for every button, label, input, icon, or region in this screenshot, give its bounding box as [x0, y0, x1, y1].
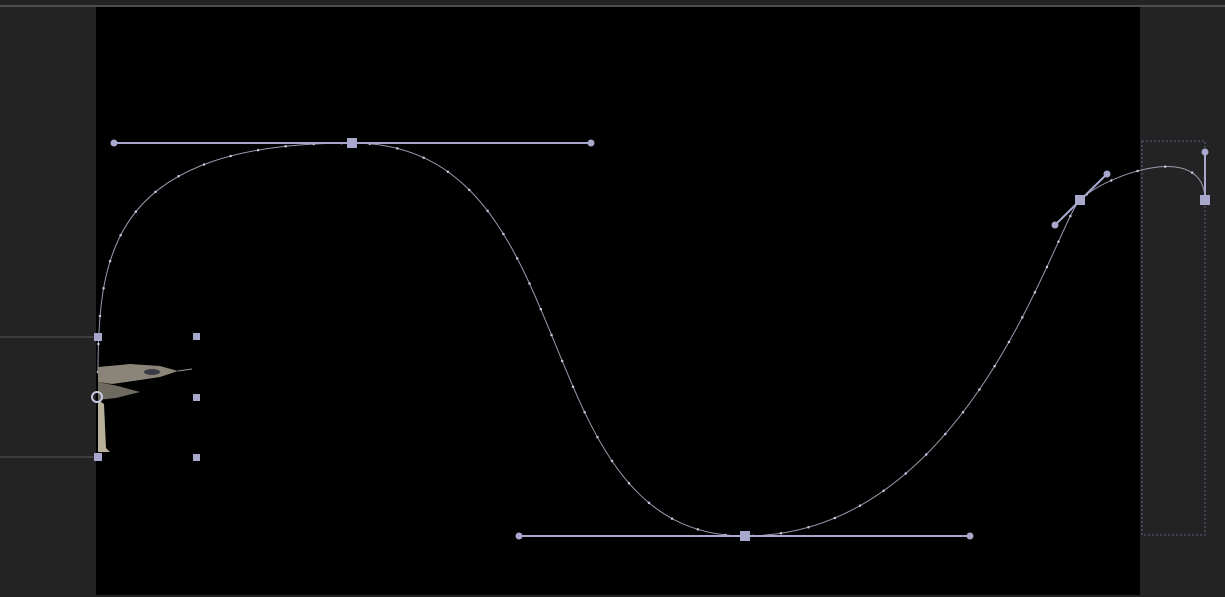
handle-end[interactable] [110, 139, 118, 147]
end-bounds [1141, 140, 1206, 536]
sprite[interactable] [98, 364, 193, 452]
anchor[interactable] [1200, 195, 1210, 205]
transform-handle[interactable] [193, 333, 200, 340]
pivot[interactable] [91, 391, 103, 403]
transform-handle[interactable] [193, 454, 200, 461]
transform-handle[interactable] [94, 453, 102, 461]
transform-handle[interactable] [193, 394, 200, 401]
stage[interactable] [96, 7, 1140, 595]
transform-handles [94, 333, 200, 461]
handles [110, 138, 1210, 541]
handle-end[interactable] [966, 532, 974, 540]
handle-end[interactable] [587, 139, 595, 147]
wing [98, 382, 140, 400]
transform-handle[interactable] [94, 333, 102, 341]
anchor[interactable] [740, 531, 750, 541]
tail [98, 400, 110, 452]
fuselage [98, 364, 178, 384]
handle-end[interactable] [1103, 170, 1111, 178]
nose [177, 368, 193, 372]
handle-end[interactable] [515, 532, 523, 540]
handle-end[interactable] [1051, 221, 1059, 229]
anchor[interactable] [1075, 195, 1085, 205]
anchor[interactable] [347, 138, 357, 148]
cockpit [144, 369, 160, 375]
handle-end[interactable] [1201, 148, 1209, 156]
